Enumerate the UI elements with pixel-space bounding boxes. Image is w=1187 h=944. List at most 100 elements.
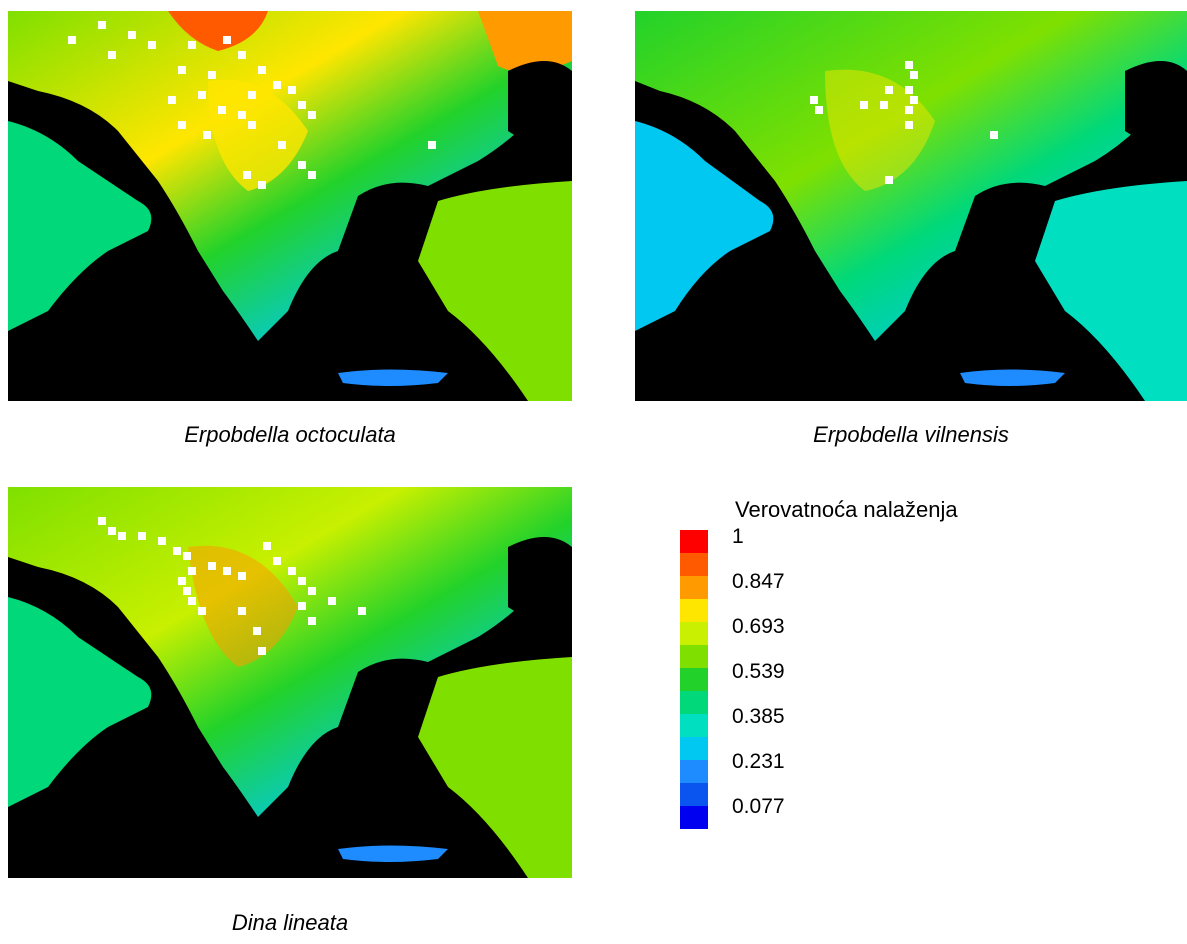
- occurrence-point: [188, 597, 196, 605]
- occurrence-point: [218, 106, 226, 114]
- legend-tick-label: 0.693: [732, 615, 785, 638]
- occurrence-point: [238, 572, 246, 580]
- occurrence-point: [168, 96, 176, 104]
- occurrence-point: [173, 547, 181, 555]
- mid-zone: [208, 79, 308, 191]
- occurrence-point: [258, 647, 266, 655]
- occurrence-point: [328, 597, 336, 605]
- high-zone-north: [168, 11, 268, 51]
- map-svg: [8, 11, 572, 401]
- legend-swatch: [680, 530, 708, 553]
- legend-title: Verovatnoća nalaženja: [735, 497, 958, 522]
- land-anatolia: [1035, 181, 1187, 401]
- occurrence-point: [358, 607, 366, 615]
- occurrence-point: [98, 517, 106, 525]
- occurrence-point: [223, 567, 231, 575]
- occurrence-point: [138, 532, 146, 540]
- occurrence-point: [108, 527, 116, 535]
- map-erpobdella-vilnensis: [635, 11, 1187, 401]
- legend-swatch: [680, 645, 708, 668]
- occurrence-point: [308, 587, 316, 595]
- map-svg: [635, 11, 1187, 401]
- land-crete: [338, 845, 448, 862]
- occurrence-point: [308, 617, 316, 625]
- occurrence-point: [273, 81, 281, 89]
- land-crete: [338, 369, 448, 386]
- land-anatolia: [418, 657, 572, 878]
- caption-erpobdella-vilnensis: Erpobdella vilnensis: [813, 422, 1009, 447]
- occurrence-point: [98, 21, 106, 29]
- legend-swatch: [680, 691, 708, 714]
- occurrence-point: [860, 101, 868, 109]
- map-erpobdella-octoculata: [8, 11, 572, 401]
- legend-swatch: [680, 599, 708, 622]
- occurrence-point: [128, 31, 136, 39]
- occurrence-point: [188, 41, 196, 49]
- legend-tick-label: 0.231: [732, 750, 785, 773]
- occurrence-point: [905, 121, 913, 129]
- high-zone-east: [478, 11, 572, 73]
- occurrence-point: [905, 106, 913, 114]
- occurrence-point: [298, 161, 306, 169]
- mid-zone: [188, 545, 298, 667]
- black-sea: [508, 537, 572, 637]
- land-mainland: [8, 11, 572, 341]
- occurrence-point: [288, 86, 296, 94]
- land-italy: [8, 121, 152, 331]
- occurrence-point: [208, 562, 216, 570]
- land-mainland: [635, 11, 1187, 341]
- occurrence-point: [428, 141, 436, 149]
- mid-zone: [825, 69, 935, 191]
- occurrence-point: [243, 171, 251, 179]
- map-dina-lineata: [8, 487, 572, 878]
- land-anatolia: [418, 181, 572, 401]
- occurrence-point: [178, 66, 186, 74]
- occurrence-point: [238, 607, 246, 615]
- occurrence-point: [298, 101, 306, 109]
- legend-tick-label: 1: [732, 525, 744, 548]
- occurrence-point: [910, 96, 918, 104]
- legend-swatch: [680, 668, 708, 691]
- occurrence-point: [68, 36, 76, 44]
- occurrence-point: [263, 542, 271, 550]
- legend-tick-label: 0.847: [732, 570, 785, 593]
- legend-swatch: [680, 553, 708, 576]
- occurrence-point: [148, 41, 156, 49]
- black-sea: [1125, 61, 1187, 161]
- occurrence-point: [178, 577, 186, 585]
- occurrence-point: [238, 111, 246, 119]
- occurrence-point: [108, 51, 116, 59]
- land-mainland: [8, 487, 572, 817]
- occurrence-point: [183, 587, 191, 595]
- occurrence-points: [98, 517, 366, 655]
- occurrence-points: [68, 21, 436, 189]
- land-italy: [635, 121, 774, 331]
- occurrence-point: [198, 607, 206, 615]
- map-svg: [8, 487, 572, 878]
- occurrence-point: [308, 111, 316, 119]
- occurrence-point: [188, 567, 196, 575]
- legend-tick-label: 0.539: [732, 660, 785, 683]
- legend-swatch: [680, 760, 708, 783]
- occurrence-point: [905, 86, 913, 94]
- occurrence-point: [183, 552, 191, 560]
- legend-swatch: [680, 576, 708, 599]
- occurrence-point: [990, 131, 998, 139]
- black-sea: [508, 61, 572, 161]
- occurrence-point: [880, 101, 888, 109]
- occurrence-point: [810, 96, 818, 104]
- legend-tick-label: 0.077: [732, 795, 785, 818]
- occurrence-point: [178, 121, 186, 129]
- legend-swatch: [680, 783, 708, 806]
- occurrence-point: [253, 627, 261, 635]
- probability-legend: Verovatnoća nalaženja 1 0.847 0.693 0.539 0.…: [680, 497, 1000, 857]
- occurrence-point: [258, 66, 266, 74]
- occurrence-point: [298, 577, 306, 585]
- occurrence-point: [273, 557, 281, 565]
- caption-erpobdella-octoculata: Erpobdella octoculata: [184, 422, 396, 447]
- occurrence-point: [308, 171, 316, 179]
- occurrence-point: [223, 36, 231, 44]
- occurrence-point: [885, 86, 893, 94]
- occurrence-point: [203, 131, 211, 139]
- occurrence-point: [198, 91, 206, 99]
